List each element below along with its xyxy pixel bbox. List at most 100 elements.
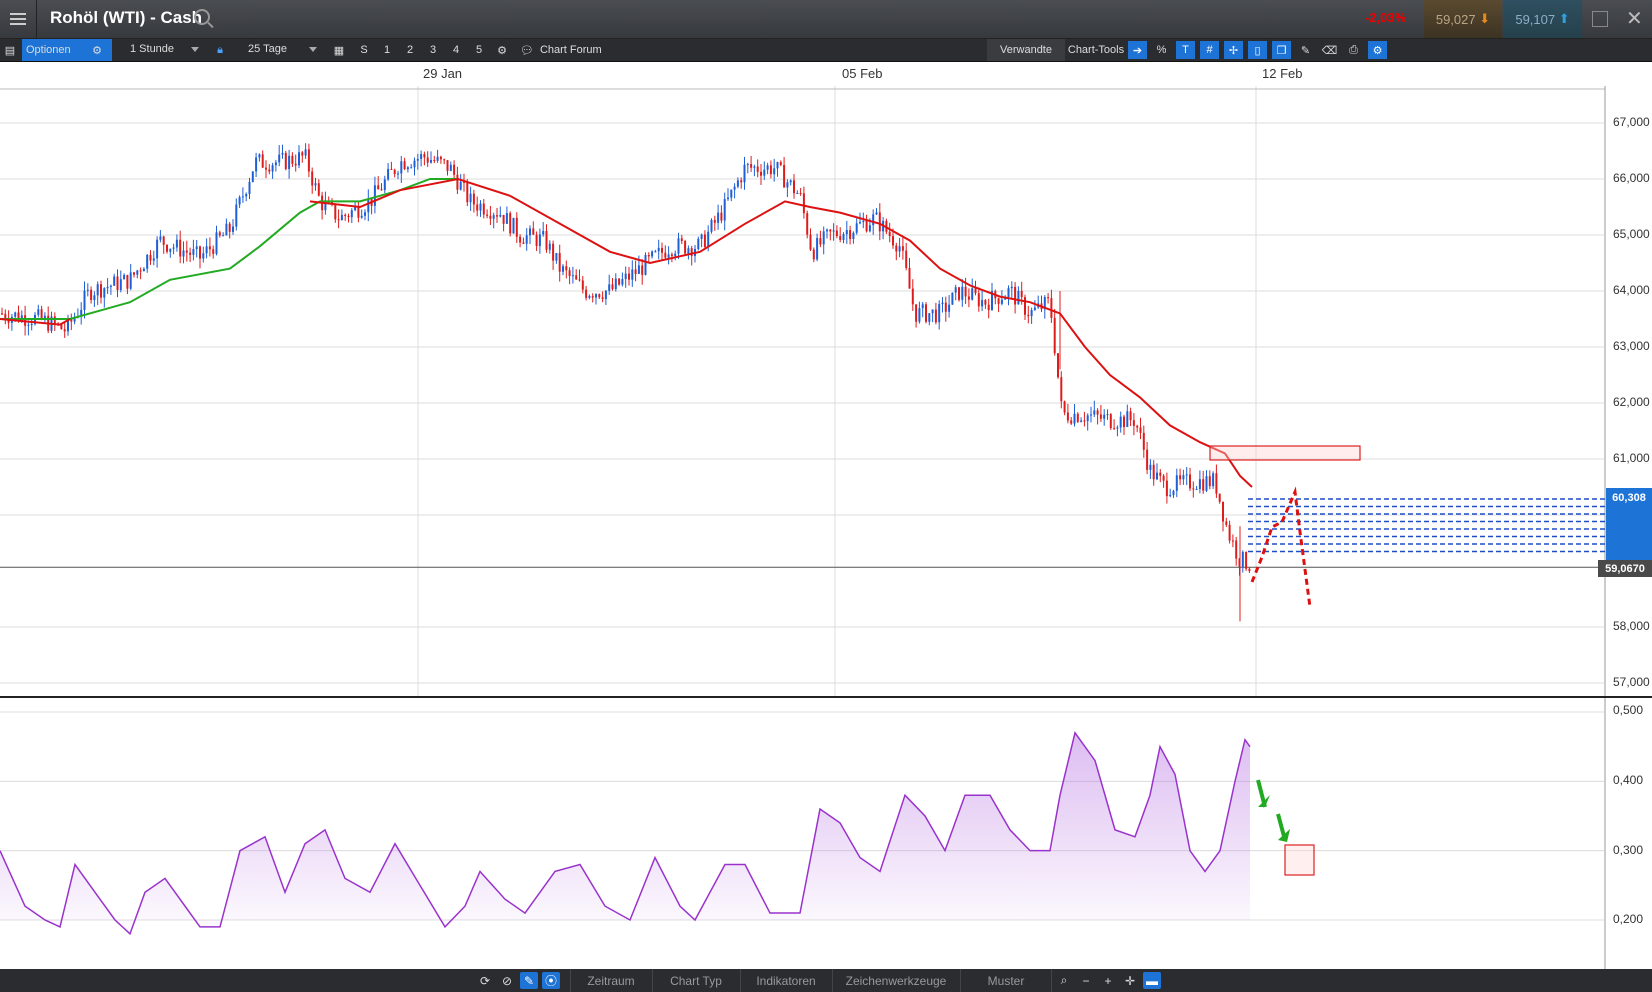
candle-body <box>964 286 967 297</box>
tool-draw-icon[interactable]: ✎ <box>1300 44 1311 57</box>
close-icon[interactable]: ✕ <box>1626 8 1643 30</box>
settings-icon[interactable]: ⚙ <box>497 44 507 57</box>
zoom-search-icon[interactable]: ⌕ <box>1060 973 1068 987</box>
candle-body <box>987 304 990 311</box>
chart-forum-label: Chart Forum <box>539 44 602 56</box>
quick-range-4[interactable]: 4 <box>452 44 460 56</box>
candle-body <box>301 152 304 156</box>
candle-body <box>651 251 654 257</box>
candle-body <box>944 302 947 312</box>
candle-body <box>298 152 300 166</box>
candle-body <box>93 295 96 301</box>
candle-body <box>284 152 287 170</box>
candle-body <box>1083 420 1086 422</box>
price-tick: 67,000 <box>1613 115 1650 129</box>
candle-body <box>654 251 657 253</box>
candle-body <box>1202 479 1205 491</box>
candle-body <box>149 254 152 261</box>
related-button[interactable]: Verwandte <box>987 39 1065 61</box>
candle-body <box>1030 309 1033 317</box>
candle-body <box>40 309 43 319</box>
candle-body <box>1192 488 1195 490</box>
candle-body <box>614 278 617 290</box>
tab-zeitraum[interactable]: Zeitraum <box>570 969 651 992</box>
candle-body <box>565 266 568 271</box>
buy-button[interactable]: 59,107 ⬆ <box>1503 0 1582 38</box>
interval-select[interactable]: 1 Stunde <box>120 39 205 61</box>
candle-body <box>951 292 954 305</box>
lock-icon[interactable]: 🔒︎ <box>217 43 223 56</box>
candle-body <box>1090 414 1092 416</box>
candle-body <box>532 228 535 235</box>
candle-body <box>773 168 776 175</box>
tool-text-icon[interactable]: T <box>1176 41 1195 59</box>
candle-body <box>400 161 403 174</box>
quick-range-5[interactable]: 5 <box>475 44 483 56</box>
candle-body <box>469 193 472 203</box>
options-button[interactable]: Optionen ⚙ <box>22 39 112 61</box>
candle-body <box>258 154 261 158</box>
search-icon[interactable] <box>194 9 210 25</box>
quick-range-3[interactable]: 3 <box>429 44 437 56</box>
candle-body <box>634 269 637 274</box>
sidebar-toggle-icon[interactable]: ▤ <box>4 44 16 57</box>
tool-candle-icon[interactable]: ▯ <box>1248 41 1267 59</box>
candle-body <box>1215 473 1218 494</box>
print-icon[interactable]: ⎙ <box>1349 43 1358 56</box>
candle-body <box>30 323 33 325</box>
magnet-icon[interactable]: ⦿ <box>542 972 560 989</box>
date-tick: 12 Feb <box>1262 66 1303 81</box>
candle-body <box>1162 475 1165 481</box>
tool-settings-icon[interactable]: ⚙ <box>1368 41 1387 59</box>
tool-grid-icon[interactable]: # <box>1200 41 1219 59</box>
price-tick: 64,000 <box>1613 283 1650 297</box>
candle-body <box>1119 416 1122 428</box>
candle-body <box>961 286 964 300</box>
candle-body <box>697 238 700 250</box>
chart-forum-button[interactable]: 💬︎ Chart Forum <box>520 39 618 61</box>
candle-body <box>446 160 449 171</box>
candle-body <box>750 164 753 168</box>
tool-window-icon[interactable]: ❐ <box>1272 41 1291 59</box>
price-chart[interactable] <box>0 62 1652 969</box>
fit-icon[interactable]: ▬ <box>1143 972 1161 989</box>
candle-body <box>928 313 931 322</box>
detach-window-icon[interactable] <box>1592 11 1608 27</box>
candle-body <box>948 304 951 312</box>
quick-range-1[interactable]: 1 <box>383 44 391 56</box>
candle-body <box>578 279 581 281</box>
crosshair-icon[interactable]: ✛ <box>1124 973 1136 988</box>
tab-chart-typ[interactable]: Chart Typ <box>652 969 739 992</box>
tab-muster[interactable]: Muster <box>960 969 1052 992</box>
refresh-icon[interactable]: ⟳ <box>479 973 491 988</box>
tool-erase-icon[interactable]: ⌫ <box>1321 44 1338 57</box>
tool-percent-icon[interactable]: % <box>1156 44 1167 56</box>
candle-body <box>482 203 485 215</box>
candle-body <box>644 255 647 275</box>
tool-pointer-icon[interactable]: ➔ <box>1128 41 1147 59</box>
candle-body <box>789 180 792 183</box>
pen-icon[interactable]: ✎ <box>520 972 538 989</box>
sell-button[interactable]: 59,027 ⬇ <box>1424 0 1502 38</box>
candle-body <box>872 214 875 226</box>
range-select[interactable]: 25 Tage <box>238 39 323 61</box>
quick-range-s[interactable]: S <box>360 44 368 56</box>
candle-body <box>608 284 611 291</box>
candle-body <box>208 246 211 250</box>
candle-body <box>413 160 416 168</box>
disable-icon[interactable]: ⊘ <box>501 973 513 988</box>
tool-crosshair-icon[interactable]: ✢ <box>1224 41 1243 59</box>
candle-body <box>525 235 528 244</box>
calendar-icon[interactable]: ▦ <box>333 44 345 57</box>
candle-body <box>1149 464 1152 470</box>
menu-icon[interactable] <box>0 0 37 38</box>
tab-zeichenwerkzeuge[interactable]: Zeichenwerkzeuge <box>832 969 959 992</box>
candle-body <box>27 324 30 326</box>
candle-body <box>832 230 835 232</box>
tab-indikatoren[interactable]: Indikatoren <box>740 969 831 992</box>
quick-range-2[interactable]: 2 <box>406 44 414 56</box>
candle-body <box>377 185 380 190</box>
zoom-out-icon[interactable]: − <box>1082 973 1090 988</box>
candle-body <box>86 289 89 291</box>
zoom-in-icon[interactable]: + <box>1104 973 1112 988</box>
